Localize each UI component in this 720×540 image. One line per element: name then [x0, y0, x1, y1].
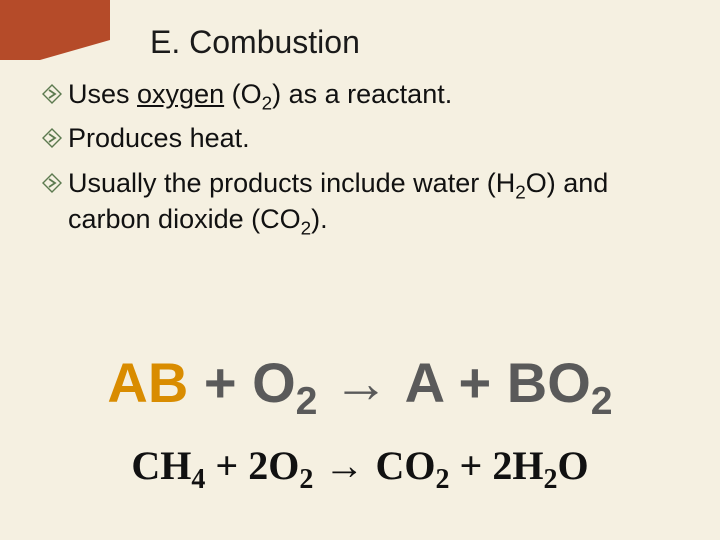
text-fragment: ).	[311, 204, 328, 234]
eq-arrow: →	[313, 444, 375, 488]
subscript: 2	[515, 182, 526, 203]
subscript: 2	[543, 464, 557, 495]
eq-term: + 2H	[450, 443, 544, 488]
corner-decoration	[0, 0, 110, 60]
eq-term: CO	[376, 443, 436, 488]
eq-term-ab: AB	[107, 351, 188, 414]
bullet-item: Uses oxygen (O2) as a reactant.	[42, 76, 678, 112]
text-fragment: Uses	[68, 79, 137, 109]
slide-heading: E. Combustion	[150, 24, 360, 61]
eq-arrow: →	[317, 351, 404, 414]
subscript: 2	[436, 464, 450, 495]
eq-plus: +	[188, 351, 252, 414]
bullet-item: Usually the products include water (H2O)…	[42, 165, 678, 238]
main-equation: AB + O2 → A + BO2	[0, 350, 720, 415]
bullet-list: Uses oxygen (O2) as a reactant. Produces…	[42, 76, 678, 246]
subscript: 2	[296, 380, 318, 423]
eq-term-bo: BO	[507, 351, 591, 414]
eq-term: O	[557, 443, 588, 488]
bullet-item: Produces heat.	[42, 120, 678, 156]
eq-term: + 2O	[205, 443, 299, 488]
underlined-word: oxygen	[137, 79, 224, 109]
bullet-text: Produces heat.	[68, 120, 678, 156]
subscript: 2	[591, 380, 613, 423]
subscript: 2	[262, 93, 273, 114]
bullet-text: Usually the products include water (H2O)…	[68, 165, 678, 238]
subscript: 2	[299, 464, 313, 495]
text-fragment: ) as a reactant.	[272, 79, 452, 109]
diamond-arrow-icon	[42, 173, 62, 193]
subscript: 2	[301, 219, 312, 240]
bullet-text: Uses oxygen (O2) as a reactant.	[68, 76, 678, 112]
diamond-arrow-icon	[42, 84, 62, 104]
text-fragment: (O	[224, 79, 262, 109]
text-fragment: Usually the products include water (H	[68, 168, 515, 198]
eq-term: CH	[131, 443, 191, 488]
example-equation: CH4 + 2O2 → CO2 + 2H2O	[0, 442, 720, 489]
eq-term-a: A	[405, 351, 443, 414]
eq-plus: +	[443, 351, 507, 414]
subscript: 4	[191, 464, 205, 495]
eq-term-o: O	[252, 351, 296, 414]
diamond-arrow-icon	[42, 128, 62, 148]
